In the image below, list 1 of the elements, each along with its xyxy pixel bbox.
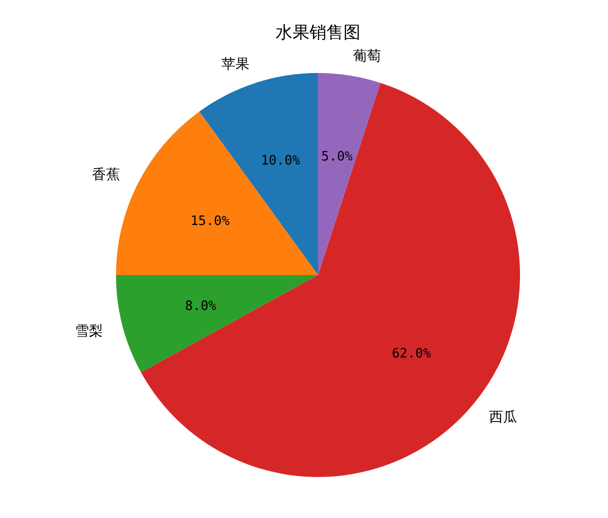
title: 水果销售图	[276, 23, 360, 43]
